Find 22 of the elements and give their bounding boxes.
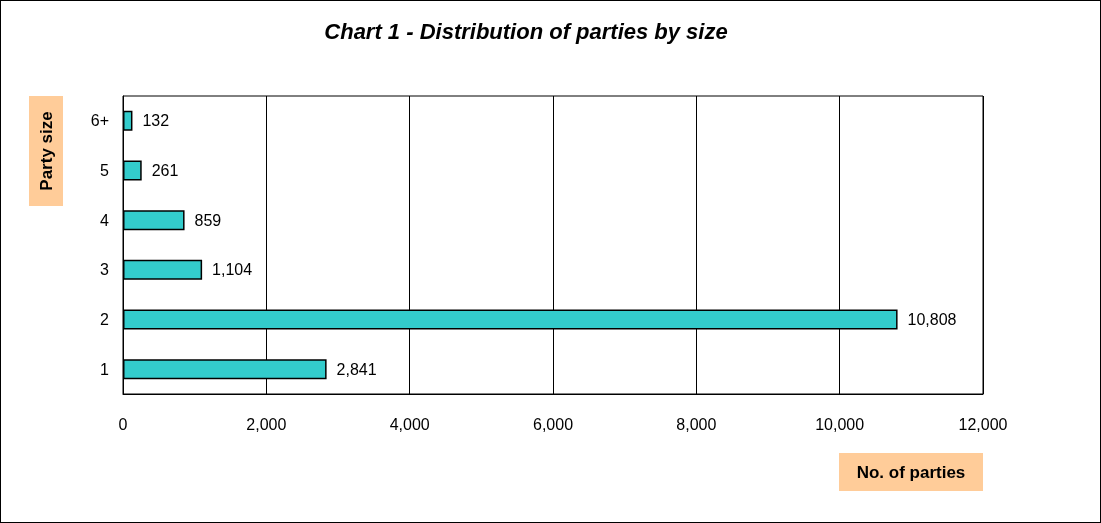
x-tick-label: 10,000 bbox=[815, 415, 865, 433]
data-label: 1,104 bbox=[212, 261, 253, 279]
chart-title: Chart 1 - Distribution of parties by size bbox=[324, 18, 728, 44]
y-tick-label: 4 bbox=[100, 211, 110, 229]
x-tick-label: 0 bbox=[118, 415, 128, 433]
y-tick-label: 6+ bbox=[90, 112, 109, 130]
data-label: 10,808 bbox=[907, 311, 957, 328]
y-tick-label: 3 bbox=[100, 261, 110, 279]
x-tick-label: 2,000 bbox=[246, 415, 287, 433]
data-label: 261 bbox=[151, 162, 179, 179]
y-axis-title: Party size bbox=[36, 111, 56, 191]
data-label: 859 bbox=[194, 211, 222, 229]
x-tick-label: 6,000 bbox=[532, 415, 574, 433]
y-tick-label: 1 bbox=[100, 360, 110, 378]
y-tick-label: 5 bbox=[100, 162, 110, 179]
x-tick-label: 12,000 bbox=[958, 415, 1008, 433]
y-tick-label: 2 bbox=[100, 311, 110, 328]
data-label: 2,841 bbox=[336, 360, 377, 378]
x-axis-title: No. of parties bbox=[856, 462, 966, 482]
x-tick-label: 8,000 bbox=[676, 415, 717, 433]
x-tick-label: 4,000 bbox=[389, 415, 430, 433]
data-label: 132 bbox=[142, 112, 170, 130]
